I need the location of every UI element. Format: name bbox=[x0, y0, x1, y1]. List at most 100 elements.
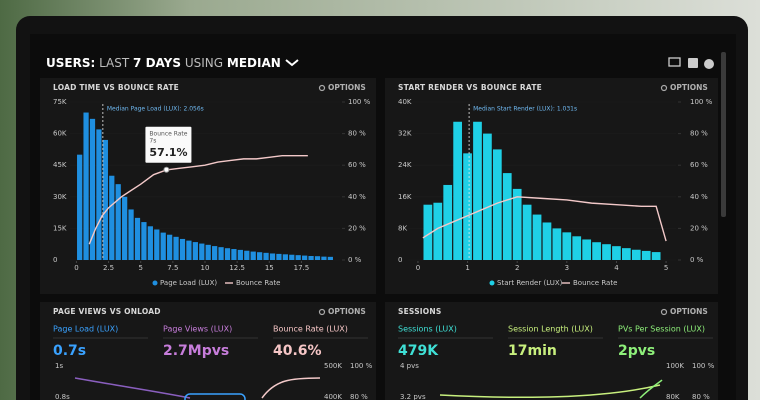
share-icon[interactable] bbox=[688, 58, 698, 68]
panel-title: PAGE VIEWS VS ONLOAD bbox=[53, 307, 161, 316]
bar bbox=[192, 242, 198, 260]
y2-tick-label: 20 % bbox=[348, 224, 366, 232]
bar bbox=[453, 121, 462, 260]
y-tick-label: 0 bbox=[398, 256, 402, 264]
bar bbox=[295, 255, 301, 260]
trend-line bbox=[639, 379, 663, 399]
bar bbox=[167, 234, 173, 260]
bar bbox=[134, 217, 141, 260]
options-button[interactable]: OPTIONS bbox=[670, 83, 708, 92]
bar bbox=[257, 252, 263, 260]
metric-value: 2pvs bbox=[618, 343, 655, 359]
legend-swatch bbox=[489, 280, 495, 286]
bar bbox=[218, 247, 224, 260]
bar bbox=[562, 232, 572, 260]
panel bbox=[385, 302, 718, 400]
bar bbox=[572, 236, 582, 260]
axis-label: 400K bbox=[324, 393, 342, 400]
bar bbox=[492, 149, 502, 260]
bar bbox=[269, 253, 276, 260]
axis-label: 0.8s bbox=[55, 393, 70, 400]
bar bbox=[122, 196, 128, 260]
y-tick-label: 60K bbox=[53, 130, 67, 138]
monitor-icon[interactable] bbox=[668, 57, 681, 67]
metric-value: 0.7s bbox=[53, 343, 86, 359]
legend-label: Start Render (LUX) bbox=[497, 279, 563, 287]
x-tick-label: 3 bbox=[565, 264, 569, 272]
legend-swatch bbox=[152, 280, 158, 286]
y2-tick-label: 0 % bbox=[690, 256, 704, 264]
y-tick-label: 0 bbox=[53, 256, 57, 264]
y2-tick-label: 40 % bbox=[690, 193, 708, 201]
options-button[interactable]: OPTIONS bbox=[328, 307, 366, 316]
x-tick-label: 15 bbox=[265, 264, 274, 272]
y2-tick-label: 80 % bbox=[690, 130, 708, 138]
line-series bbox=[422, 196, 667, 242]
bar bbox=[160, 232, 166, 260]
bar bbox=[473, 121, 482, 260]
options-button[interactable]: OPTIONS bbox=[328, 83, 366, 92]
y-tick-label: 16K bbox=[398, 193, 412, 201]
bar bbox=[212, 246, 218, 260]
metric-label: PVs Per Session (LUX) bbox=[618, 325, 705, 334]
y-tick-label: 8K bbox=[398, 224, 407, 232]
bar bbox=[512, 188, 522, 260]
bar bbox=[237, 249, 243, 260]
median-label: Median Start Render (LUX): 1.031s bbox=[473, 106, 577, 113]
dropdown-icon[interactable] bbox=[285, 59, 299, 67]
bar bbox=[612, 246, 621, 260]
panel-title: LOAD TIME VS BOUNCE RATE bbox=[53, 83, 179, 92]
title-part[interactable]: MEDIAN bbox=[227, 56, 281, 70]
bar bbox=[522, 204, 532, 260]
options-button[interactable]: OPTIONS bbox=[670, 307, 708, 316]
y2-tick-label: 40 % bbox=[348, 193, 366, 201]
y-tick-label: 15K bbox=[53, 224, 67, 232]
bar bbox=[423, 204, 433, 260]
bar bbox=[250, 251, 256, 260]
y-tick-label: 30K bbox=[53, 193, 67, 201]
bar bbox=[463, 153, 472, 260]
title-part: 7 DAYS bbox=[133, 56, 181, 70]
metric-label: Bounce Rate (LUX) bbox=[273, 325, 348, 334]
line-series bbox=[88, 155, 308, 245]
y-tick-label: 24K bbox=[398, 161, 412, 169]
bar bbox=[631, 249, 641, 260]
title-part: USERS: bbox=[46, 56, 95, 70]
axis-label: 100 % bbox=[350, 362, 373, 370]
metric-label: Page Load (LUX) bbox=[53, 325, 118, 334]
bar bbox=[147, 226, 153, 260]
bar bbox=[532, 214, 542, 260]
x-tick-label: 5 bbox=[664, 264, 668, 272]
x-tick-label: 7.5 bbox=[167, 264, 178, 272]
median-label: Median Page Load (LUX): 2.056s bbox=[107, 106, 204, 113]
x-tick-label: 5 bbox=[138, 264, 142, 272]
axis-label: 100K bbox=[666, 362, 684, 370]
bar bbox=[302, 255, 308, 260]
bar bbox=[173, 236, 179, 260]
bar bbox=[282, 254, 288, 260]
bar bbox=[244, 250, 250, 260]
bar bbox=[602, 244, 611, 260]
x-tick-label: 10 bbox=[201, 264, 210, 272]
axis-label: 1s bbox=[55, 362, 63, 370]
x-tick-label: 2.5 bbox=[103, 264, 114, 272]
tooltip bbox=[145, 126, 192, 163]
header-title: USERS: LAST 7 DAYS USING MEDIAN bbox=[46, 56, 281, 70]
help-icon[interactable] bbox=[704, 59, 714, 69]
bar bbox=[641, 250, 651, 260]
options-icon bbox=[318, 84, 326, 92]
title-part: LAST bbox=[99, 56, 130, 70]
trend-line bbox=[439, 384, 661, 399]
bar bbox=[314, 256, 321, 260]
bar bbox=[154, 229, 160, 260]
bar bbox=[83, 112, 89, 261]
bar bbox=[443, 184, 453, 260]
bar bbox=[582, 239, 592, 260]
y2-tick-label: 100 % bbox=[690, 98, 713, 106]
metric-value: 479K bbox=[398, 343, 439, 359]
y-tick-label: 40K bbox=[398, 98, 412, 106]
legend-label: Bounce Rate bbox=[236, 279, 280, 287]
metric-value: 17min bbox=[508, 343, 557, 359]
options-icon bbox=[660, 308, 668, 316]
options-icon bbox=[660, 84, 668, 92]
